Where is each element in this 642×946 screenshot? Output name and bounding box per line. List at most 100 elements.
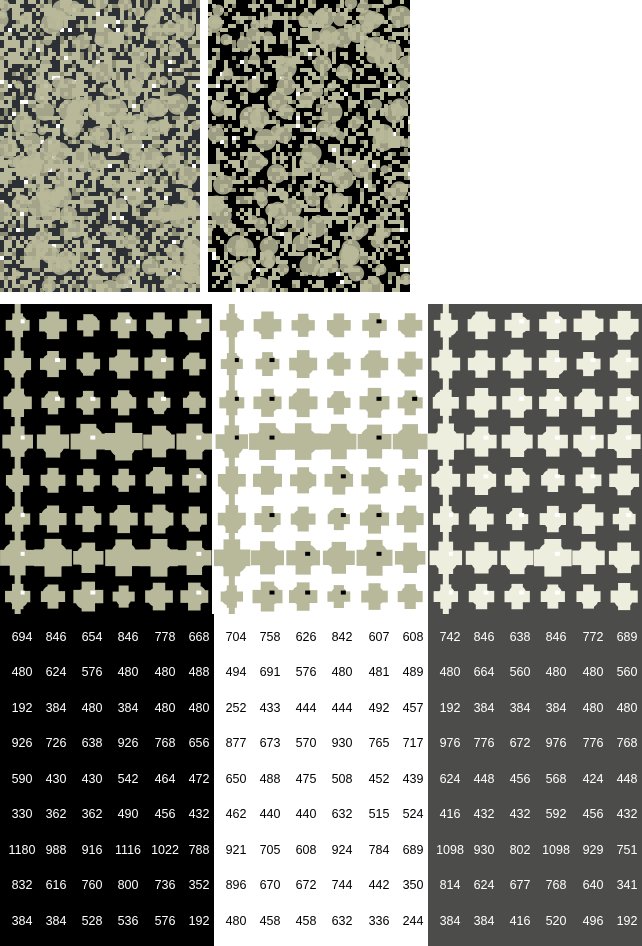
pattern-blob [145,582,173,611]
pattern-blob [290,467,317,494]
table-cell: 480 [439,665,461,679]
pattern-blob [290,506,316,532]
table-cell: 988 [45,843,67,857]
pattern-blob [327,391,351,415]
pattern-blob [75,506,102,533]
table-cell: 192 [11,701,33,715]
table-cell: 439 [402,772,424,786]
pattern-blob [181,506,207,532]
table-cell: 632 [331,807,353,821]
pattern-blob [609,310,639,340]
pattern-blob [612,507,636,531]
table-cell: 772 [582,630,604,644]
table-cell: 736 [154,878,176,892]
table-cell: 192 [616,914,638,928]
table-cell: 480 [582,665,604,679]
pattern-blob [76,352,101,376]
pattern-blob [361,583,388,610]
table-cell: 607 [368,630,390,644]
table-cell: 456 [509,772,531,786]
pattern-blob [397,351,423,377]
table-cell: 576 [154,914,176,928]
pattern-blob [104,422,143,461]
table-cell: 384 [473,914,495,928]
table-cell: 336 [368,914,390,928]
pattern-blob [76,390,101,415]
pattern-blob [77,314,100,337]
pattern-spine [14,304,21,614]
table-cell: 430 [45,772,67,786]
table-cell: 640 [582,878,604,892]
table-cell: 742 [439,630,461,644]
table-cell: 976 [439,736,461,750]
pattern-blob [397,584,423,610]
pattern-blob [539,389,567,417]
pattern-blob [109,504,138,534]
table-cell: 480 [154,665,176,679]
table-cell: 608 [402,630,424,644]
table-cell: 916 [81,843,103,857]
table-cell: 768 [154,736,176,750]
pattern-blob [506,507,529,531]
table-cell: 490 [117,807,139,821]
table-cell: 244 [402,914,424,928]
table-cell: 668 [188,630,210,644]
pattern-background [0,304,212,614]
pattern-blob [39,311,67,340]
table-cell: 1022 [151,843,179,857]
table-cell: 930 [473,843,495,857]
table-cell: 758 [259,630,281,644]
table-cell: 560 [616,665,638,679]
pattern-blob [539,311,567,339]
table-cell: 480 [154,701,176,715]
table-cell: 524 [402,807,424,821]
pattern-blob [397,390,423,416]
table-cell: 626 [295,630,317,644]
table-cell: 800 [117,878,139,892]
table-cell: 1098 [542,843,570,857]
pattern-blob [573,426,604,457]
table-cell: 480 [616,701,638,715]
table-cell: 458 [259,914,281,928]
pattern-blob [504,312,530,338]
table-cell: 488 [188,665,210,679]
pattern-blob [467,311,496,340]
table-cell: 616 [45,878,67,892]
table-cell: 788 [188,843,210,857]
pattern-blob [255,352,280,376]
table-cell: 442 [368,878,390,892]
table-cell: 576 [295,665,317,679]
table-cell: 846 [117,630,139,644]
pattern-blob [572,541,605,575]
table-cell: 480 [331,665,353,679]
table-cell: 515 [368,807,390,821]
table-cell: 252 [225,701,247,715]
pattern-blob [357,424,392,459]
pattern-blob [144,349,174,379]
table-cell: 896 [225,878,247,892]
table-cell: 1098 [436,843,464,857]
pattern-blob [609,388,639,418]
pattern-blob [146,312,172,339]
pattern-blob [249,423,286,461]
table-cell: 672 [509,736,531,750]
table-cell: 472 [188,772,210,786]
pattern-blob [501,426,533,458]
table-cell: 784 [368,843,390,857]
texture-panel-top-right [208,0,410,292]
table-cell: 384 [45,914,67,928]
table-cell: 480 [117,665,139,679]
table-cell: 832 [11,878,33,892]
pattern-blob [327,585,351,608]
table-cell: 432 [188,807,210,821]
pattern-blob [609,465,640,496]
pattern-spine [442,304,449,614]
table-cell: 362 [81,807,103,821]
pattern-blob [500,541,534,575]
table-cell: 352 [188,878,210,892]
pattern-blob [576,584,601,609]
table-cell: 384 [509,701,531,715]
pattern-blob [359,387,390,418]
table-cell: 440 [259,807,281,821]
pattern-image-dark [0,304,212,614]
